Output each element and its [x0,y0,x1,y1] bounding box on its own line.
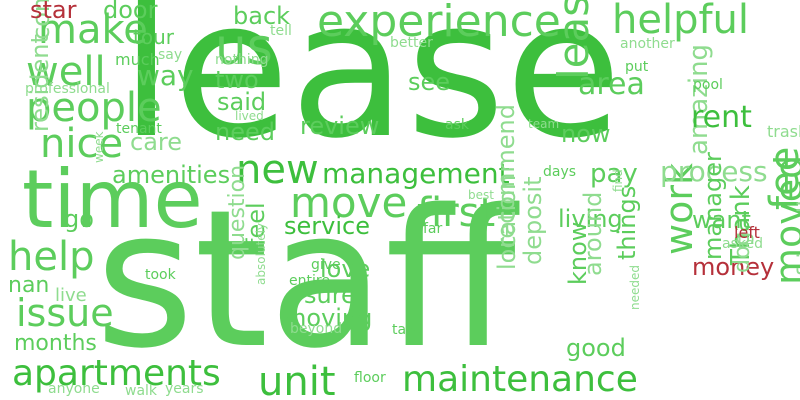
word-process: process [660,155,768,188]
word-left: left [734,223,760,242]
word-service: service [284,212,370,240]
word-amenities: amenities [112,161,231,189]
word-time: time [22,153,203,246]
word-see: see [408,68,451,96]
word-good: good [566,334,626,362]
word-take: take [392,322,423,338]
word-floor: floor [354,370,386,386]
word-much: much [115,50,160,69]
word-back: back [233,2,291,30]
word-go: go [64,205,94,233]
word-management: management [322,157,510,190]
word-said: said [217,88,267,116]
word-took: took [145,267,176,283]
word-issue: issue [16,291,114,335]
word-friendly: friendly [793,185,800,277]
word-first: first [417,190,496,236]
word-nice: nice [40,121,124,167]
word-absolutely: absolutely [254,222,268,285]
word-week: week [92,131,106,163]
word-review: review [300,112,380,140]
word-lived: lived [235,109,264,123]
word-give: give [311,257,341,273]
word-anyone: anyone [48,381,100,397]
word-months: months [14,331,97,356]
word-years: years [165,381,204,397]
word-door: door [103,0,158,24]
word-unit: unit [258,359,336,400]
word-entire: entire [289,273,330,289]
word-help: help [8,234,95,280]
word-well: well [26,49,106,95]
word-money: money [692,253,775,281]
word-find: find [611,169,625,192]
word-live: live [55,285,87,306]
word-people: people [26,85,162,131]
word-professional: professional [25,81,110,97]
word-need: need [215,118,275,146]
word-days: days [543,164,577,180]
word-tell: tell [270,23,292,39]
word-living: living [558,205,623,233]
word-staff: staff [95,169,516,390]
word-around: around [579,191,607,276]
word-love: love [320,255,371,283]
word-make: make [38,7,148,53]
word-area: area [578,67,645,102]
word-best: best [468,188,494,202]
word-beyond: beyond [290,321,343,337]
word-star: star [30,0,77,24]
word-another: another [620,36,675,52]
word-ask: ask [445,117,469,133]
word-things: things [613,185,641,260]
word-location: location [493,174,521,270]
word-tour: tour [133,25,174,49]
word-asked: asked [722,236,763,252]
word-us: us [215,18,273,76]
word-helpful: helpful [612,0,750,43]
word-move: move [290,178,408,227]
word-nan: nan [8,273,50,298]
word-lease: lease [120,0,622,180]
word-experience: experience [317,0,561,47]
word-far: far [423,221,443,237]
word-deposit: deposit [519,176,547,266]
word-way: way [137,59,194,92]
word-team: team [528,117,560,131]
word-needed: needed [628,265,642,310]
word-pay: pay [590,159,638,189]
word-nothing: nothing [215,52,269,68]
word-now: now [561,120,611,148]
word-better: better [390,35,433,51]
word-question: question [225,164,250,260]
word-moving: moving [283,304,373,332]
word-want: want [692,206,751,234]
word-maintenance: maintenance [402,359,638,400]
word-put: put [625,59,649,75]
word-new: new [236,147,319,193]
word-care: care [130,128,183,156]
word-rent: rent [691,100,752,135]
word-two: two [215,66,259,94]
word-walk: walk [125,383,158,399]
word-apartments: apartments [12,353,221,394]
word-sure: sure [304,281,356,309]
word-tenant: tenant [116,121,162,137]
word-say: say [158,47,183,63]
word-trash: trash [767,122,800,141]
word-pool: pool [693,77,723,93]
